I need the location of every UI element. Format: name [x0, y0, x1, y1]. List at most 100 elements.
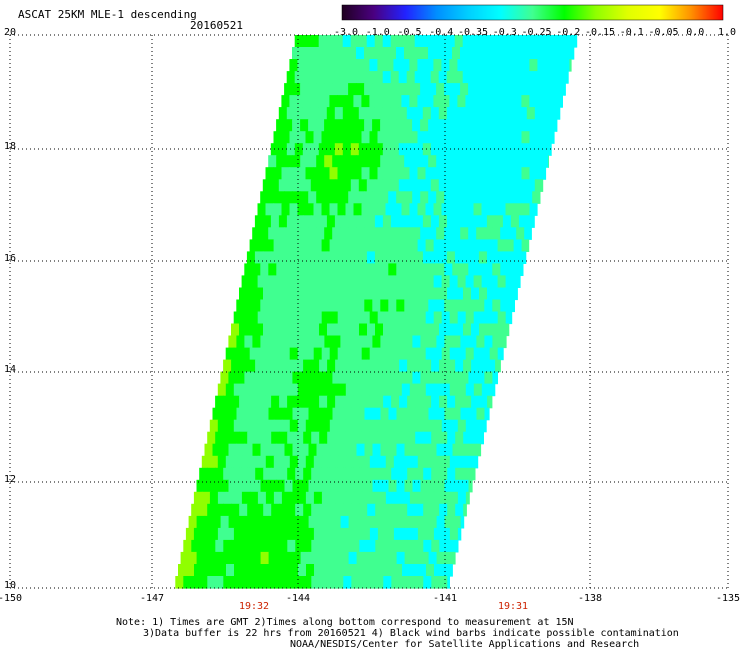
swath-cell [401, 527, 411, 541]
swath-cell [329, 311, 339, 325]
swath-cell [289, 167, 299, 180]
swath-cell [524, 47, 533, 60]
swath-cell [257, 455, 267, 469]
swath-cell [249, 347, 259, 361]
swath-cell [220, 371, 229, 385]
swath-cell [359, 467, 368, 481]
swath-cell [260, 479, 270, 493]
swath-cell [321, 419, 331, 433]
swath-cell [311, 359, 320, 373]
swath-cell [500, 263, 509, 276]
swath-cell [430, 251, 440, 264]
swath-cell [263, 467, 272, 481]
swath-cell [388, 515, 398, 529]
swath-cell [465, 275, 475, 288]
swath-cell [412, 191, 421, 204]
swath-cell [385, 239, 395, 252]
swath-cell [473, 347, 483, 361]
swath-cell [262, 215, 272, 228]
swath-cell [455, 323, 464, 337]
swath-cell [247, 287, 256, 301]
swath-cell [380, 407, 390, 421]
swath-cell [399, 287, 408, 301]
swath-cell [193, 491, 203, 505]
swath-cell [454, 35, 464, 48]
swath-cell [375, 323, 384, 337]
swath-cell [348, 119, 357, 132]
swath-cell [388, 191, 397, 204]
swath-cell [420, 155, 429, 168]
swath-cell [422, 251, 432, 264]
swath-cell [447, 395, 456, 409]
swath-cell [276, 119, 285, 132]
swath-cell [457, 347, 467, 361]
swath-cell [191, 503, 200, 517]
swath-cell [471, 359, 480, 373]
swath-cell [326, 179, 336, 192]
swath-cell [428, 407, 438, 421]
swath-cell [425, 347, 435, 361]
swath-cell [412, 407, 422, 421]
swath-cell [481, 239, 491, 252]
swath-cell [378, 564, 387, 577]
swath-cell [428, 263, 437, 276]
figure-title: ASCAT 25KM MLE-1 descending [18, 8, 197, 21]
swath-cell [228, 335, 237, 349]
swath-cell [401, 203, 411, 216]
swath-cell [479, 395, 488, 409]
swath-cell [478, 179, 488, 192]
swath-cell [479, 431, 484, 445]
swath-cell [521, 167, 531, 180]
swath-cell [241, 527, 251, 541]
swath-cell [324, 191, 333, 204]
swath-cell [318, 215, 328, 228]
swath-cell [412, 515, 422, 529]
swath-cell [334, 179, 344, 192]
swath-cell [247, 359, 256, 373]
swath-cell [302, 35, 312, 48]
swath-cell [454, 143, 464, 156]
swath-cell [303, 323, 312, 337]
swath-cell [393, 59, 402, 72]
swath-cell [500, 47, 509, 60]
swath-cell [266, 564, 275, 577]
swath-cell [553, 131, 555, 144]
swath-cell [305, 239, 315, 252]
swath-cell [540, 83, 549, 96]
swath-cell [342, 107, 352, 120]
swath-cell [358, 107, 368, 120]
swath-cell [420, 263, 429, 276]
swath-cell [343, 467, 352, 481]
swath-cell [406, 71, 416, 84]
swath-cell [348, 443, 358, 457]
swath-cell [287, 359, 296, 373]
swath-cell [510, 71, 520, 84]
swath-cell [210, 564, 219, 577]
swath-cell [486, 143, 496, 156]
swath-cell [484, 47, 493, 60]
swath-cell [396, 191, 405, 204]
swath-cell [302, 251, 312, 264]
swath-cell [335, 359, 344, 373]
swath-cell [423, 467, 432, 481]
swath-cell [297, 239, 307, 252]
swath-cell [337, 419, 347, 433]
swath-cell [353, 527, 363, 541]
swath-cell [465, 167, 475, 180]
swath-cell [481, 311, 491, 325]
swath-cell [375, 431, 384, 445]
swath-cell [316, 47, 325, 60]
swath-cell [289, 275, 299, 288]
swath-cell [332, 299, 341, 313]
swath-cell [438, 215, 448, 228]
swath-cell [343, 323, 352, 337]
swath-cell [510, 35, 520, 48]
swath-cell [393, 167, 403, 180]
note-line-1: Note: 1) Times are GMT 2)Times along bot… [116, 617, 574, 628]
swath-cell [534, 179, 544, 192]
swath-cell [433, 167, 443, 180]
swath-cell [470, 143, 480, 156]
swath-cell [540, 155, 549, 168]
swath-cell [359, 287, 368, 301]
swath-cell [324, 155, 333, 168]
